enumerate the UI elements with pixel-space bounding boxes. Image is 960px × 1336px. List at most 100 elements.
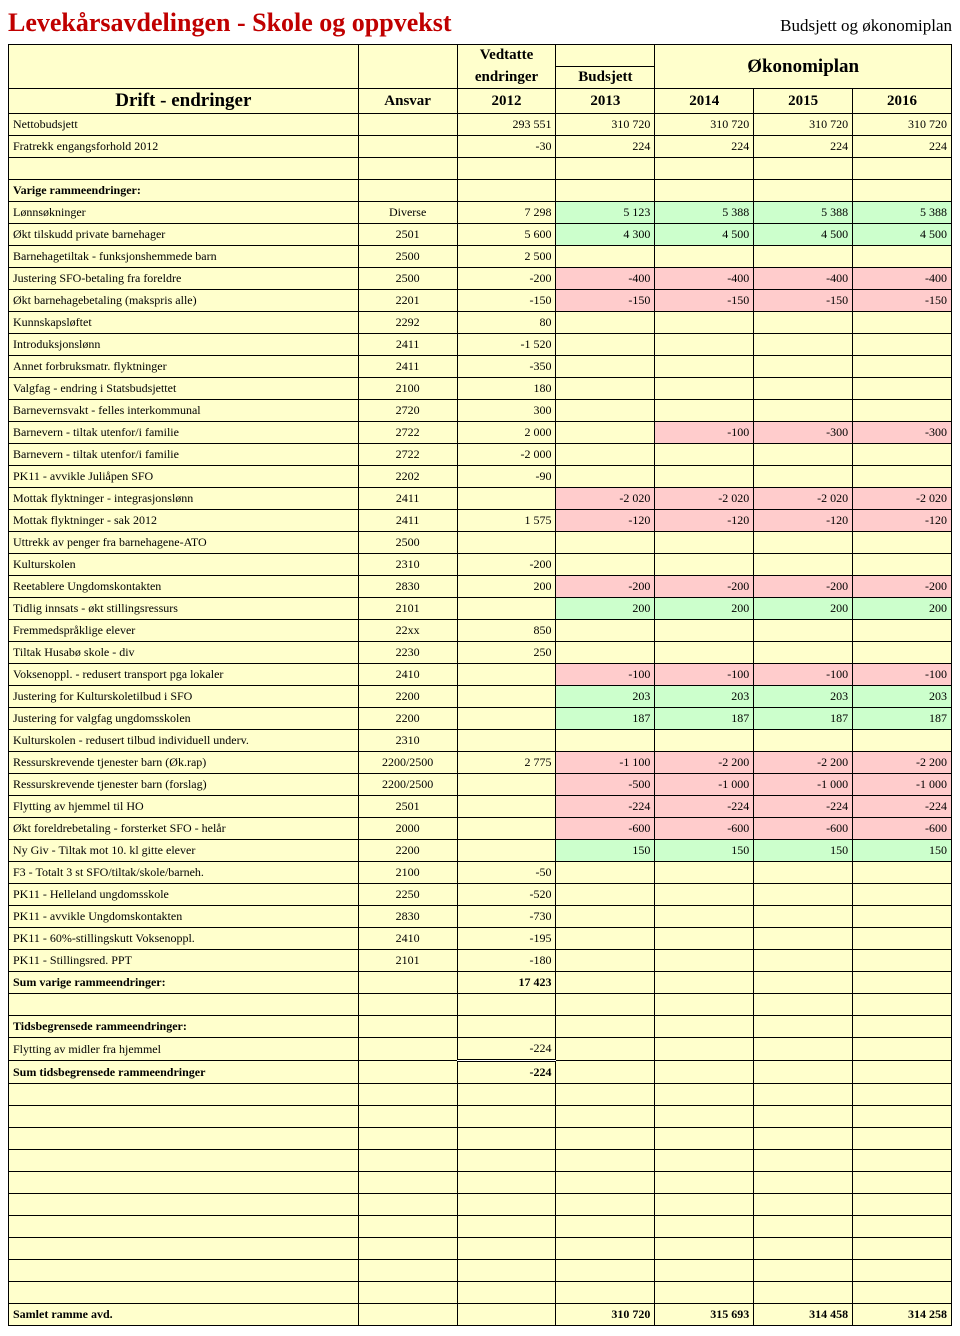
empty-cell <box>457 1150 556 1172</box>
row-value-year <box>853 312 952 334</box>
row-value-year <box>655 620 754 642</box>
row-description: PK11 - avvikle Ungdomskontakten <box>9 906 359 928</box>
row-description: Fratrekk engangsforhold 2012 <box>9 136 359 158</box>
row-ansvar <box>358 1038 457 1061</box>
row-value-year: -2 200 <box>754 752 853 774</box>
empty-cell <box>9 1260 359 1282</box>
row-value-2012: -50 <box>457 862 556 884</box>
empty-cell <box>358 180 457 202</box>
row-value-year <box>556 928 655 950</box>
row-value-year: 150 <box>556 840 655 862</box>
row-description: Uttrekk av penger fra barnehagene-ATO <box>9 532 359 554</box>
row-ansvar: 2000 <box>358 818 457 840</box>
page-subtitle: Budsjett og økonomiplan <box>780 16 952 36</box>
row-description: Justering for valgfag ungdomsskolen <box>9 708 359 730</box>
empty-cell <box>754 1150 853 1172</box>
row-value-year: -100 <box>754 664 853 686</box>
row-value-year: -2 020 <box>754 488 853 510</box>
empty-cell <box>754 1216 853 1238</box>
table-row: Ressurskrevende tjenester barn (forslag)… <box>9 774 952 796</box>
row-description: Voksenoppl. - redusert transport pga lok… <box>9 664 359 686</box>
row-ansvar: 2250 <box>358 884 457 906</box>
empty-cell <box>556 1106 655 1128</box>
empty-cell <box>754 994 853 1016</box>
row-ansvar: 2310 <box>358 730 457 752</box>
row-value-year <box>754 1038 853 1061</box>
row-value-year: -150 <box>754 290 853 312</box>
row-ansvar: 2500 <box>358 268 457 290</box>
row-value-year <box>853 466 952 488</box>
row-value-year <box>556 554 655 576</box>
section-title: Tidsbegrensede rammeendringer: <box>9 1016 359 1038</box>
row-value-year <box>754 312 853 334</box>
row-ansvar: 2501 <box>358 796 457 818</box>
empty-cell <box>655 1128 754 1150</box>
row-description: Sum tidsbegrensede rammeendringer <box>9 1061 359 1084</box>
row-description: PK11 - avvikle Juliåpen SFO <box>9 466 359 488</box>
header-blank <box>556 45 655 67</box>
empty-cell <box>457 994 556 1016</box>
row-value-year <box>556 950 655 972</box>
header-2014: 2014 <box>655 89 754 114</box>
table-row: Sum varige rammeendringer:17 423 <box>9 972 952 994</box>
row-ansvar: 2101 <box>358 598 457 620</box>
empty-cell <box>358 1128 457 1150</box>
row-ansvar: 22xx <box>358 620 457 642</box>
row-value-year: 187 <box>655 708 754 730</box>
header-blank <box>9 45 359 67</box>
row-value-year: 4 500 <box>853 224 952 246</box>
row-value-year: -224 <box>853 796 952 818</box>
row-value-year <box>754 246 853 268</box>
empty-cell <box>853 1216 952 1238</box>
row-value-year: 150 <box>853 840 952 862</box>
row-value-year <box>556 972 655 994</box>
row-value-2012: 293 551 <box>457 114 556 136</box>
row-value-year: -600 <box>853 818 952 840</box>
row-value-year: 310 720 <box>556 1304 655 1326</box>
table-row: Barnevernsvakt - felles interkommunal272… <box>9 400 952 422</box>
row-value-2012 <box>457 818 556 840</box>
row-value-year: -120 <box>655 510 754 532</box>
row-description: Justering for Kulturskoletilbud i SFO <box>9 686 359 708</box>
row-value-year: -1 100 <box>556 752 655 774</box>
row-value-year: 310 720 <box>655 114 754 136</box>
row-ansvar: 2101 <box>358 950 457 972</box>
empty-cell <box>9 1128 359 1150</box>
row-ansvar: Diverse <box>358 202 457 224</box>
table-row <box>9 1194 952 1216</box>
row-value-year: -224 <box>754 796 853 818</box>
row-value-year <box>853 334 952 356</box>
row-ansvar <box>358 1304 457 1326</box>
table-row <box>9 1216 952 1238</box>
empty-cell <box>754 1016 853 1038</box>
row-value-year: -224 <box>556 796 655 818</box>
empty-cell <box>457 1216 556 1238</box>
empty-cell <box>655 180 754 202</box>
empty-cell <box>358 994 457 1016</box>
empty-cell <box>655 1084 754 1106</box>
row-value-year <box>754 884 853 906</box>
row-value-year: 315 693 <box>655 1304 754 1326</box>
row-value-year: -300 <box>853 422 952 444</box>
row-value-year <box>655 642 754 664</box>
row-description: Barnevern - tiltak utenfor/i familie <box>9 444 359 466</box>
header-endringer: endringer <box>457 67 556 89</box>
row-value-year <box>655 246 754 268</box>
table-row: Flytting av hjemmel til HO2501-224-224-2… <box>9 796 952 818</box>
empty-cell <box>556 1128 655 1150</box>
table-row <box>9 1084 952 1106</box>
table-row: Tidlig innsats - økt stillingsressurs210… <box>9 598 952 620</box>
row-value-2012: -730 <box>457 906 556 928</box>
table-row: Valgfag - endring i Statsbudsjettet21001… <box>9 378 952 400</box>
row-value-year <box>556 532 655 554</box>
header-blank <box>358 67 457 89</box>
table-header: Vedtatte Økonomiplan endringer Budsjett … <box>9 45 952 114</box>
table-row: Kulturskolen - redusert tilbud individue… <box>9 730 952 752</box>
row-value-year <box>655 312 754 334</box>
row-value-year <box>556 444 655 466</box>
row-value-year: -100 <box>853 664 952 686</box>
row-value-year: 310 720 <box>754 114 853 136</box>
row-description: Kulturskolen - redusert tilbud individue… <box>9 730 359 752</box>
empty-cell <box>655 1106 754 1128</box>
row-value-2012: 250 <box>457 642 556 664</box>
